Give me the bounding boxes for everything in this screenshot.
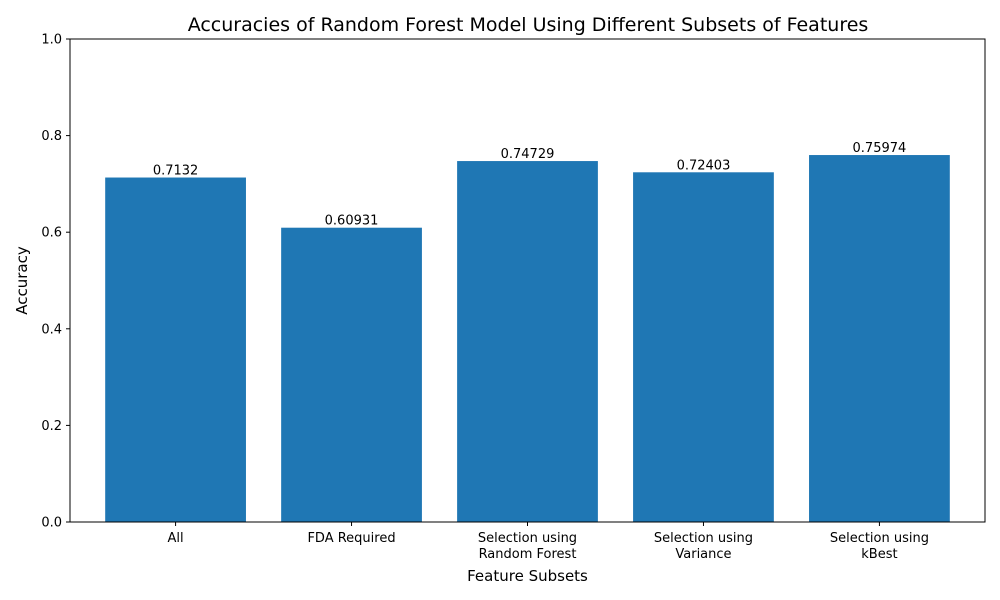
bar-value-label: 0.75974 <box>853 141 907 156</box>
y-tick-label: 1.0 <box>41 33 62 48</box>
bar <box>281 227 422 523</box>
x-tick-label: Selection using kBest <box>830 531 929 562</box>
bar-value-label: 0.60931 <box>325 214 379 229</box>
bar-value-label: 0.7132 <box>153 164 199 179</box>
y-axis-label: Accuracy <box>13 246 31 315</box>
x-tick-label-line: All <box>168 531 184 546</box>
x-tick-label-line: Selection using <box>478 531 577 546</box>
x-axis: All FDA Required Selection using Random For… <box>168 522 929 562</box>
x-tick-label-line: FDA Required <box>307 531 395 546</box>
plot-area-frame <box>69 38 986 523</box>
bar-value-label: 0.72403 <box>677 158 731 173</box>
x-tick-label-line: Variance <box>675 547 731 562</box>
x-axis-label: Feature Subsets <box>467 567 588 585</box>
bar <box>105 177 246 522</box>
x-tick-label-line: Selection using <box>830 531 929 546</box>
x-tick-label-line: Selection using <box>654 531 753 546</box>
chart-title: Accuracies of Random Forest Model Using … <box>188 14 869 36</box>
x-tick-label: Selection using Random Forest <box>478 531 577 562</box>
x-tick-label: FDA Required <box>307 531 395 546</box>
y-tick-label: 0.8 <box>41 129 62 144</box>
x-tick-label: Selection using Variance <box>654 531 753 562</box>
y-tick-label: 0.4 <box>41 322 62 337</box>
x-tick-label-line: Random Forest <box>479 547 577 562</box>
x-tick-label: All <box>168 531 184 546</box>
bar <box>457 161 598 522</box>
x-tick-label-line: kBest <box>861 547 897 562</box>
y-tick-label: 0.2 <box>41 419 62 434</box>
bars-group: 0.7132 0.60931 0.74729 0.72403 0.75974 <box>105 141 950 523</box>
bar <box>809 155 950 522</box>
y-axis: 0.0 0.2 0.4 0.6 0.8 1.0 <box>41 33 70 531</box>
y-tick-label: 0.0 <box>41 516 62 531</box>
bar-value-label: 0.74729 <box>501 147 555 162</box>
bar <box>633 172 774 522</box>
y-tick-label: 0.6 <box>41 226 62 241</box>
